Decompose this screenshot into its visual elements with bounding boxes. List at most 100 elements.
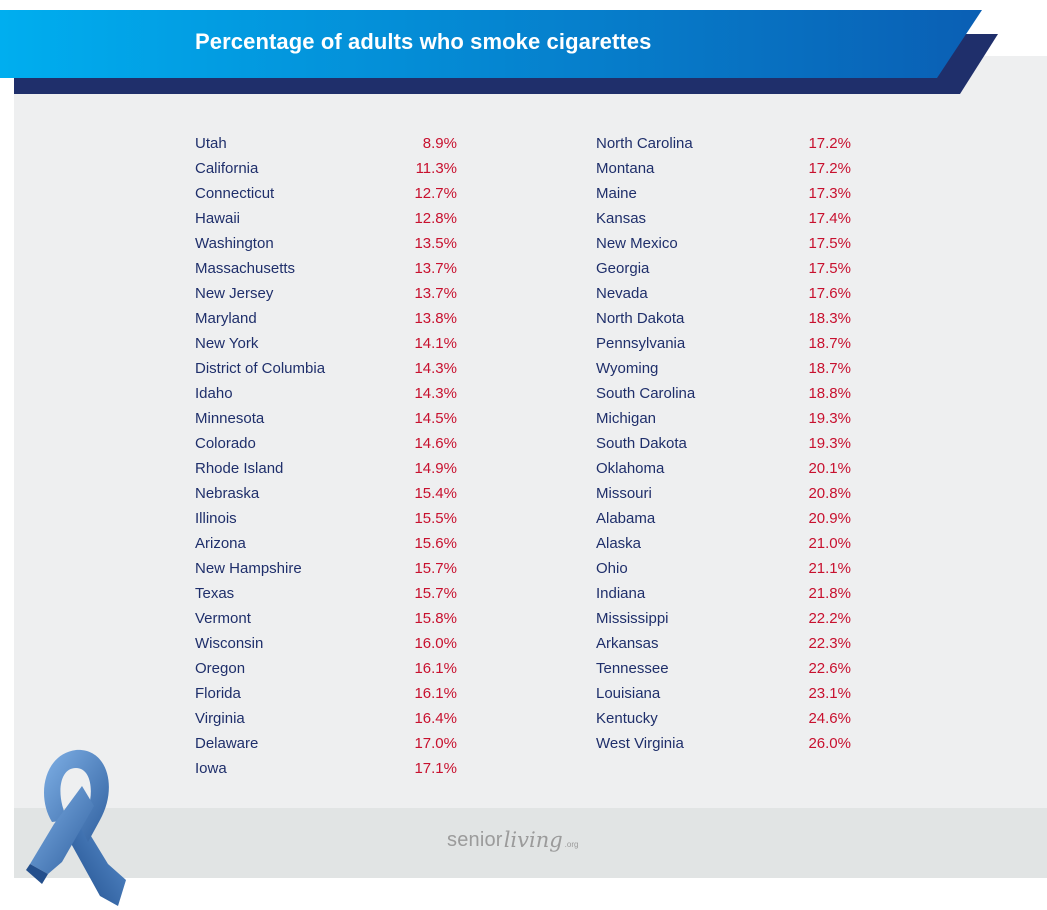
smoking-rate-value: 16.0% [414, 635, 457, 652]
table-row: South Dakota 19.3% [596, 431, 851, 456]
table-row: Oregon 16.1% [195, 656, 457, 681]
table-row: California 11.3% [195, 156, 457, 181]
smoking-rate-value: 15.7% [414, 585, 457, 602]
state-name: Oregon [195, 660, 246, 677]
smoking-rate-value: 23.1% [808, 685, 851, 702]
smoking-rate-value: 18.8% [808, 385, 851, 402]
table-row: Pennsylvania 18.7% [596, 331, 851, 356]
state-name: Oklahoma [596, 460, 665, 477]
table-row: Wisconsin 16.0% [195, 631, 457, 656]
table-row: Ohio 21.1% [596, 556, 851, 581]
table-row: Rhode Island 14.9% [195, 456, 457, 481]
table-row: Vermont 15.8% [195, 606, 457, 631]
smoking-rate-value: 17.0% [414, 735, 457, 752]
state-name: New York [195, 335, 259, 352]
smoking-rate-value: 24.6% [808, 710, 851, 727]
smoking-rate-value: 20.8% [808, 485, 851, 502]
smoking-rate-value: 21.1% [808, 560, 851, 577]
table-row: Washington 13.5% [195, 231, 457, 256]
table-row: Illinois 15.5% [195, 506, 457, 531]
smoking-rate-value: 26.0% [808, 735, 851, 752]
table-row: Kansas 17.4% [596, 206, 851, 231]
state-name: Ohio [596, 560, 628, 577]
smoking-rate-value: 20.1% [808, 460, 851, 477]
table-row: Virginia 16.4% [195, 706, 457, 731]
state-name: Texas [195, 585, 235, 602]
smoking-rate-value: 17.5% [808, 260, 851, 277]
state-name: North Dakota [596, 310, 685, 327]
smoking-rate-value: 15.4% [414, 485, 457, 502]
table-row: New Mexico 17.5% [596, 231, 851, 256]
state-name: Maryland [195, 310, 257, 327]
smoking-rate-value: 14.3% [414, 385, 457, 402]
table-row: Indiana 21.8% [596, 581, 851, 606]
table-column-left: Utah 8.9% California 11.3% Connecticut 12.7% H… [195, 131, 457, 781]
table-row: Connecticut 12.7% [195, 181, 457, 206]
smoking-rate-value: 22.2% [808, 610, 851, 627]
table-row: North Carolina 17.2% [596, 131, 851, 156]
smoking-rate-value: 19.3% [808, 410, 851, 427]
state-name: Indiana [596, 585, 646, 602]
state-name: Idaho [195, 385, 233, 402]
smoking-rate-value: 17.4% [808, 210, 851, 227]
table-row: Michigan 19.3% [596, 406, 851, 431]
table-row: Mississippi 22.2% [596, 606, 851, 631]
table-row: Minnesota 14.5% [195, 406, 457, 431]
state-name: Utah [195, 135, 227, 152]
state-name: Mississippi [596, 610, 669, 627]
smoking-rate-value: 22.3% [808, 635, 851, 652]
seniorliving-logo: senior living .org [447, 828, 578, 852]
smoking-rate-value: 11.3% [415, 160, 457, 177]
smoking-rate-value: 20.9% [808, 510, 851, 527]
state-name: Alabama [596, 510, 656, 527]
table-row: Arkansas 22.3% [596, 631, 851, 656]
smoking-rate-value: 14.3% [414, 360, 457, 377]
smoking-rate-value: 17.2% [808, 135, 851, 152]
table-row: Arizona 15.6% [195, 531, 457, 556]
state-name: Florida [195, 685, 241, 702]
table-row: Nevada 17.6% [596, 281, 851, 306]
state-name: Vermont [195, 610, 251, 627]
state-name: Connecticut [195, 185, 275, 202]
table-row: Georgia 17.5% [596, 256, 851, 281]
table-row: New Jersey 13.7% [195, 281, 457, 306]
table-row: Maryland 13.8% [195, 306, 457, 331]
state-name: Arizona [195, 535, 246, 552]
title-banner [0, 10, 998, 94]
state-name: New Jersey [195, 285, 274, 302]
state-name: Washington [195, 235, 274, 252]
table-row: Colorado 14.6% [195, 431, 457, 456]
state-name: North Carolina [596, 135, 693, 152]
table-row: Texas 15.7% [195, 581, 457, 606]
state-name: Wyoming [596, 360, 659, 377]
smoking-rate-value: 17.3% [808, 185, 851, 202]
state-name: Hawaii [195, 210, 241, 227]
state-name: District of Columbia [195, 360, 326, 377]
state-name: South Dakota [596, 435, 687, 452]
footer-band [14, 808, 1047, 878]
table-row: Utah 8.9% [195, 131, 457, 156]
state-name: Colorado [195, 435, 256, 452]
smoking-rate-value: 14.5% [414, 410, 457, 427]
smoking-rate-value: 15.7% [414, 560, 457, 577]
smoking-rate-value: 18.7% [808, 360, 851, 377]
state-name: Wisconsin [195, 635, 264, 652]
smoking-rate-value: 15.6% [414, 535, 457, 552]
smoking-rate-value: 15.5% [414, 510, 457, 527]
smoking-rate-value: 14.1% [414, 335, 457, 352]
table-row: New Hampshire 15.7% [195, 556, 457, 581]
banner-fill [0, 10, 982, 78]
state-name: Louisiana [596, 685, 661, 702]
state-name: Delaware [195, 735, 259, 752]
smoking-rate-value: 18.3% [808, 310, 851, 327]
state-name: Tennessee [596, 660, 669, 677]
smoking-rate-value: 19.3% [808, 435, 851, 452]
state-name: Kansas [596, 210, 647, 227]
state-name: Pennsylvania [596, 335, 686, 352]
smoking-rate-value: 13.7% [414, 260, 457, 277]
table-row: Alaska 21.0% [596, 531, 851, 556]
state-name: South Carolina [596, 385, 696, 402]
table-row: Delaware 17.0% [195, 731, 457, 756]
state-name: West Virginia [596, 735, 684, 752]
table-column-right: North Carolina 17.2% Montana 17.2% Maine 17.3… [596, 131, 851, 756]
